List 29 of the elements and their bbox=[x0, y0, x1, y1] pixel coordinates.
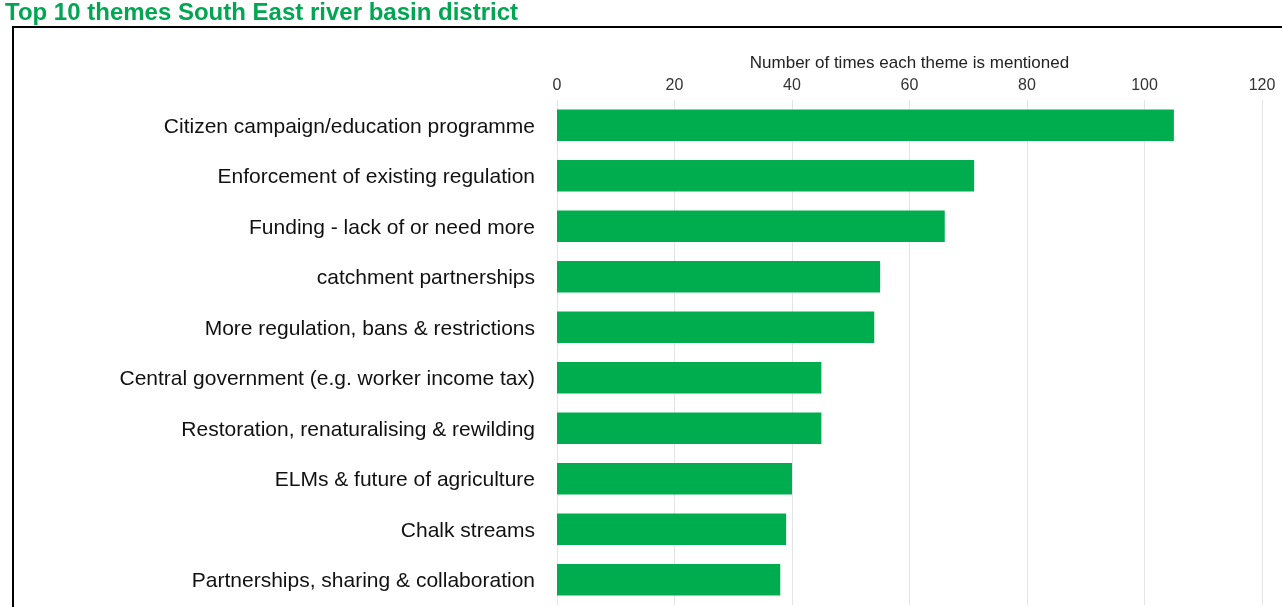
bar bbox=[557, 362, 822, 394]
x-tick-label: 60 bbox=[900, 75, 919, 93]
y-tick-label: ELMs & future of agriculture bbox=[274, 467, 535, 491]
y-tick-label: Chalk streams bbox=[400, 517, 535, 541]
y-tick-label: Central government (e.g. worker income tax) bbox=[119, 366, 535, 390]
x-tick-label: 40 bbox=[783, 75, 801, 93]
x-tick-label: 80 bbox=[1018, 75, 1036, 93]
text: Top 10 themes South East river basin district bbox=[5, 0, 519, 25]
y-tick-label: Funding - lack of or need more bbox=[249, 214, 535, 238]
x-tick-label: 0 bbox=[552, 75, 562, 93]
y-tick-label: catchment partnerships bbox=[316, 265, 535, 289]
x-axis-title: Number of times each theme is mentioned bbox=[749, 53, 1070, 73]
y-tick-label: More regulation, bans & restrictions bbox=[204, 315, 535, 339]
y-tick-label: Enforcement of existing regulation bbox=[217, 164, 535, 188]
bar bbox=[557, 513, 787, 545]
bar bbox=[557, 109, 1174, 141]
x-tick-label: 100 bbox=[1131, 75, 1158, 93]
bar bbox=[557, 210, 945, 242]
x-tick-label: 20 bbox=[665, 75, 684, 93]
bar bbox=[557, 564, 781, 596]
y-tick-label: Partnerships, sharing & collaboration bbox=[191, 568, 535, 592]
bar bbox=[557, 160, 975, 192]
x-tick-label: 120 bbox=[1248, 75, 1276, 93]
y-tick-label: Restoration, renaturalising & rewilding bbox=[181, 416, 535, 440]
bar bbox=[557, 311, 875, 343]
bar bbox=[557, 412, 822, 444]
bar bbox=[557, 261, 881, 293]
bar bbox=[557, 463, 792, 495]
y-tick-label: Citizen campaign/education programme bbox=[163, 113, 535, 137]
